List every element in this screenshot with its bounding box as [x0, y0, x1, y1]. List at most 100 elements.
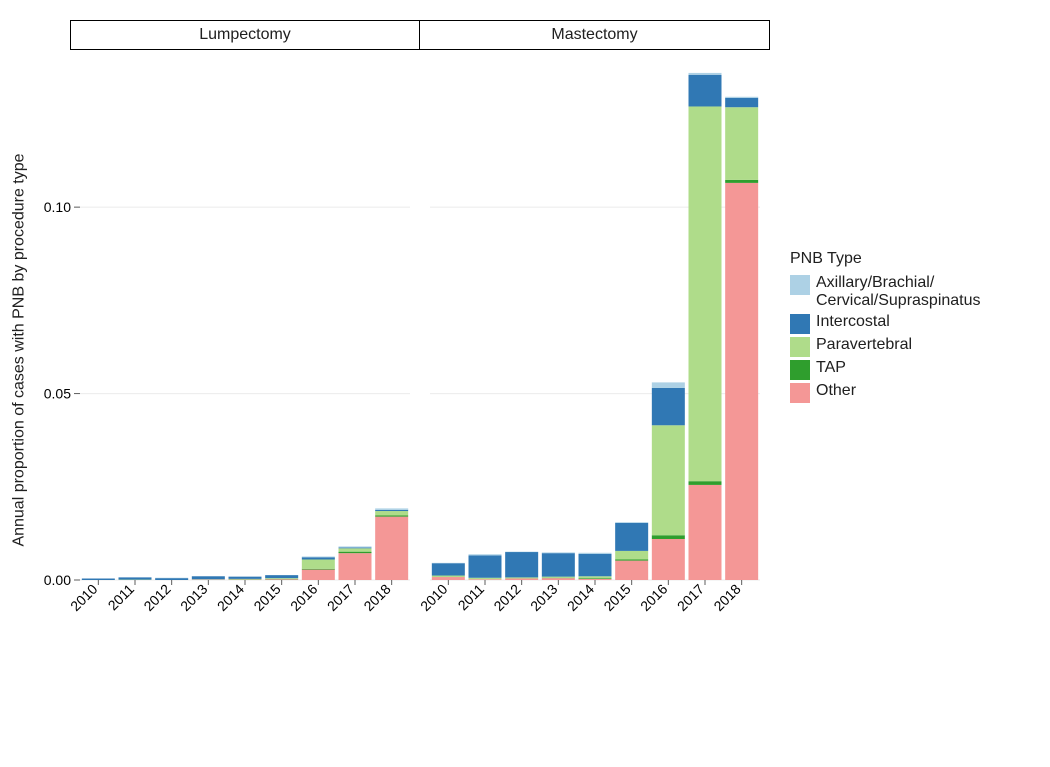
bar-segment	[579, 554, 612, 576]
bar-segment	[265, 579, 298, 580]
legend-key	[790, 275, 810, 295]
bar-segment	[579, 579, 612, 580]
bar-segment	[505, 577, 538, 578]
legend: PNB Type Axillary/Brachial/Cervical/Supr…	[790, 250, 1040, 405]
y-tick-label: 0.00	[44, 572, 71, 588]
bar-segment	[469, 554, 502, 555]
x-tick-label: 2016	[287, 581, 320, 614]
bar-segment	[469, 555, 502, 577]
bar-segment	[302, 559, 335, 568]
y-tick-label: 0.05	[44, 386, 71, 402]
y-axis-title-container: Annual proportion of cases with PNB by p…	[10, 20, 30, 680]
bar-segment	[689, 106, 722, 481]
bar-segment	[579, 553, 612, 554]
bar-segment	[505, 579, 538, 580]
bar-segment	[725, 183, 758, 580]
x-tick-label: 2015	[600, 581, 633, 614]
bar-segment	[652, 382, 685, 388]
bar-segment	[579, 576, 612, 578]
x-tick-label: 2017	[324, 581, 357, 614]
bar-segment	[302, 570, 335, 580]
bar-segment	[375, 511, 408, 515]
bar-segment	[339, 548, 372, 549]
bar-segment	[615, 523, 648, 551]
bar-segment	[265, 578, 298, 579]
bar-segment	[652, 425, 685, 535]
panel-svg: 2010201120122013201420152016201720180.00…	[70, 50, 420, 640]
bar-segment	[375, 508, 408, 509]
bar-segment	[339, 546, 372, 547]
bar-segment	[469, 579, 502, 580]
x-tick-label: 2010	[417, 581, 450, 614]
bar-segment	[615, 559, 648, 560]
x-tick-label: 2015	[250, 581, 283, 614]
bar-segment	[375, 516, 408, 517]
x-tick-label: 2012	[490, 581, 523, 614]
legend-key	[790, 337, 810, 357]
bar-segment	[375, 517, 408, 580]
x-tick-label: 2013	[527, 581, 560, 614]
panel-svg: 201020112012201320142015201620172018	[420, 50, 770, 640]
legend-label: Other	[816, 382, 856, 400]
facet-strip-mastectomy: Mastectomy	[420, 20, 770, 50]
bar-segment	[82, 579, 115, 580]
bar-segment	[229, 577, 262, 579]
legend-item: Paravertebral	[790, 336, 1040, 357]
x-tick-label: 2018	[710, 581, 743, 614]
bar-segment	[725, 180, 758, 183]
bar-segment	[542, 553, 575, 576]
bar-segment	[615, 522, 648, 523]
bar-segment	[725, 98, 758, 107]
x-tick-label: 2012	[140, 581, 173, 614]
bar-segment	[265, 575, 298, 578]
legend-item: Intercostal	[790, 313, 1040, 334]
legend-label: Intercostal	[816, 313, 890, 331]
x-tick-label: 2010	[67, 581, 100, 614]
bar-segment	[505, 552, 538, 577]
bar-segment	[615, 551, 648, 560]
bar-segment	[432, 576, 465, 577]
bar-segment	[689, 75, 722, 107]
facet-label: Mastectomy	[551, 26, 637, 44]
legend-item: TAP	[790, 359, 1040, 380]
legend-key	[790, 383, 810, 403]
legend-label: Paravertebral	[816, 336, 912, 354]
bar-segment	[652, 535, 685, 539]
bar-segment	[339, 548, 372, 551]
x-tick-label: 2016	[637, 581, 670, 614]
x-tick-label: 2017	[674, 581, 707, 614]
bar-segment	[689, 73, 722, 75]
plot-area: Lumpectomy Mastectomy 201020112012201320…	[70, 20, 770, 680]
bar-segment	[432, 563, 465, 575]
y-tick-label: 0.10	[44, 199, 71, 215]
bar-segment	[689, 481, 722, 485]
bar-segment	[652, 539, 685, 580]
legend-key	[790, 314, 810, 334]
legend-title: PNB Type	[790, 250, 1040, 268]
bar-segment	[302, 557, 335, 559]
x-tick-label: 2013	[177, 581, 210, 614]
legend-key	[790, 360, 810, 380]
bar-segment	[469, 578, 502, 579]
bar-segment	[542, 577, 575, 578]
panel-mastectomy: 201020112012201320142015201620172018	[420, 50, 770, 640]
bar-segment	[375, 510, 408, 511]
chart-page: Annual proportion of cases with PNB by p…	[0, 0, 1050, 767]
bar-segment	[542, 578, 575, 580]
legend-label: TAP	[816, 359, 846, 377]
x-tick-label: 2011	[105, 581, 138, 614]
x-tick-label: 2011	[455, 581, 488, 614]
bar-segment	[155, 578, 188, 580]
bar-segment	[689, 485, 722, 580]
bar-segment	[302, 557, 335, 558]
facet-label: Lumpectomy	[199, 26, 291, 44]
bar-segment	[615, 561, 648, 580]
x-tick-label: 2018	[360, 581, 393, 614]
bar-segment	[192, 576, 225, 579]
bar-segment	[339, 553, 372, 580]
legend-label: Axillary/Brachial/Cervical/Supraspinatus	[816, 274, 981, 311]
bar-segment	[542, 552, 575, 553]
bar-segment	[302, 569, 335, 570]
x-tick-label: 2014	[214, 581, 247, 614]
bar-segment	[339, 552, 372, 553]
